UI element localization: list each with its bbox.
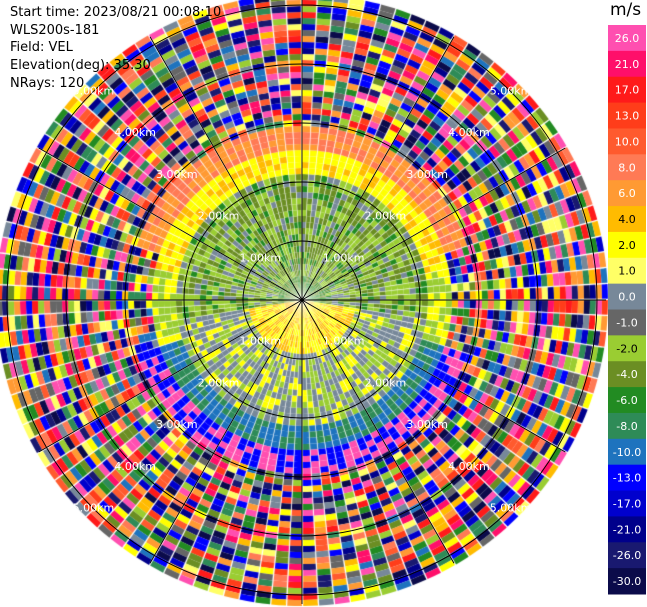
colorbar-tick-label: 4.0 (618, 213, 636, 226)
range-ring-label: 4.00km (114, 126, 156, 139)
colorbar-tick-label: -6.0 (616, 394, 637, 407)
colorbar-tick-label: -26.0 (613, 549, 641, 562)
range-ring-label: 2.00km (198, 376, 240, 389)
colorbar-bin (608, 76, 646, 104)
range-ring-label: 4.00km (114, 460, 156, 473)
colorbar-bin (608, 257, 646, 285)
range-ring-label: 5.00km (73, 502, 115, 515)
colorbar-tick-label: 6.0 (618, 187, 636, 200)
range-ring-label: 3.00km (156, 168, 198, 181)
azimuth-spoke (38, 147, 303, 301)
range-ring-label: 2.00km (198, 210, 240, 223)
colorbar-bin (608, 542, 646, 569)
colorbar-tick-label: -8.0 (616, 420, 637, 433)
azimuth-spoke (301, 147, 566, 301)
colorbar-bin (608, 361, 646, 388)
range-ring-label: 4.00km (448, 460, 490, 473)
range-ring-label: 1.00km (239, 251, 281, 264)
azimuth-spoke (149, 36, 303, 301)
colorbar-tick-label: 0.0 (618, 291, 636, 304)
range-ring-label: 3.00km (406, 418, 448, 431)
colorbar-bin (608, 438, 646, 466)
instrument-label: WLS200s-181 (10, 22, 100, 38)
colorbar-bin (608, 154, 646, 181)
colorbar-tick-label: 10.0 (615, 135, 640, 148)
azimuth-spoke (301, 36, 455, 301)
colorbar-bin (608, 309, 646, 336)
colorbar-unit-label: m/s (610, 0, 642, 20)
start-time-label: Start time: 2023/08/21 00:08:10 (10, 5, 222, 20)
colorbar-bin (608, 180, 646, 207)
elevation-label: Elevation(deg): 35.30 (10, 57, 151, 73)
colorbar-tick-label: 2.0 (618, 239, 636, 252)
azimuth-spoke (301, 299, 455, 564)
colorbar-tick-label: 13.0 (615, 110, 640, 123)
range-ring-label: 3.00km (406, 168, 448, 181)
range-ring-label: 4.00km (448, 126, 490, 139)
colorbar-bin (608, 387, 646, 414)
scan-info: Start time: 2023/08/21 00:08:10 WLS200s-… (10, 4, 221, 93)
colorbar-tick-label: 17.0 (615, 84, 640, 97)
azimuth-spoke (38, 299, 303, 453)
colorbar-bin (608, 25, 646, 52)
range-ring-label: 5.00km (73, 84, 115, 97)
range-ring-label: 1.00km (239, 335, 281, 348)
colorbar-tick-label: -10.0 (613, 446, 641, 459)
colorbar-tick-label: 26.0 (615, 32, 640, 45)
colorbar-bin (608, 568, 646, 595)
colorbar-tick-label: -17.0 (613, 497, 641, 510)
colorbar-tick-label: -13.0 (613, 472, 641, 485)
colorbar-tick-label: -4.0 (616, 368, 637, 381)
colorbar-bin (608, 50, 646, 78)
colorbar-tick-label: -1.0 (616, 316, 637, 329)
colorbar-tick-label: -21.0 (613, 523, 641, 536)
colorbar-tick-label: 1.0 (618, 265, 636, 278)
colorbar-bin (608, 464, 646, 492)
colorbar-bin (608, 490, 646, 517)
range-ring-label: 1.00km (323, 335, 365, 348)
range-ring-label: 3.00km (156, 418, 198, 431)
colorbar-tick-label: 21.0 (615, 58, 640, 71)
colorbar-bin (608, 206, 646, 233)
nrays-label: NRays: 120 (10, 76, 85, 91)
field-label: Field: VEL (10, 40, 73, 55)
colorbar-bin (608, 102, 646, 129)
colorbar-tick-label: -30.0 (613, 575, 641, 588)
range-ring-label: 1.00km (323, 251, 365, 264)
colorbar-bin (608, 412, 646, 440)
colorbar-bin (608, 231, 646, 259)
colorbar-bin (608, 516, 646, 543)
colorbar-bin (608, 128, 646, 155)
range-ring-label: 5.00km (490, 502, 532, 515)
colorbar-bin (608, 283, 646, 310)
range-ring-label: 2.00km (365, 210, 407, 223)
range-ring-label: 5.00km (490, 84, 532, 97)
colorbar-tick-label: 8.0 (618, 161, 636, 174)
range-ring-label: 2.00km (365, 376, 407, 389)
azimuth-spoke (149, 299, 303, 564)
colorbar-tick-label: -2.0 (616, 342, 637, 355)
colorbar-bin (608, 335, 646, 362)
azimuth-spoke (301, 299, 566, 453)
